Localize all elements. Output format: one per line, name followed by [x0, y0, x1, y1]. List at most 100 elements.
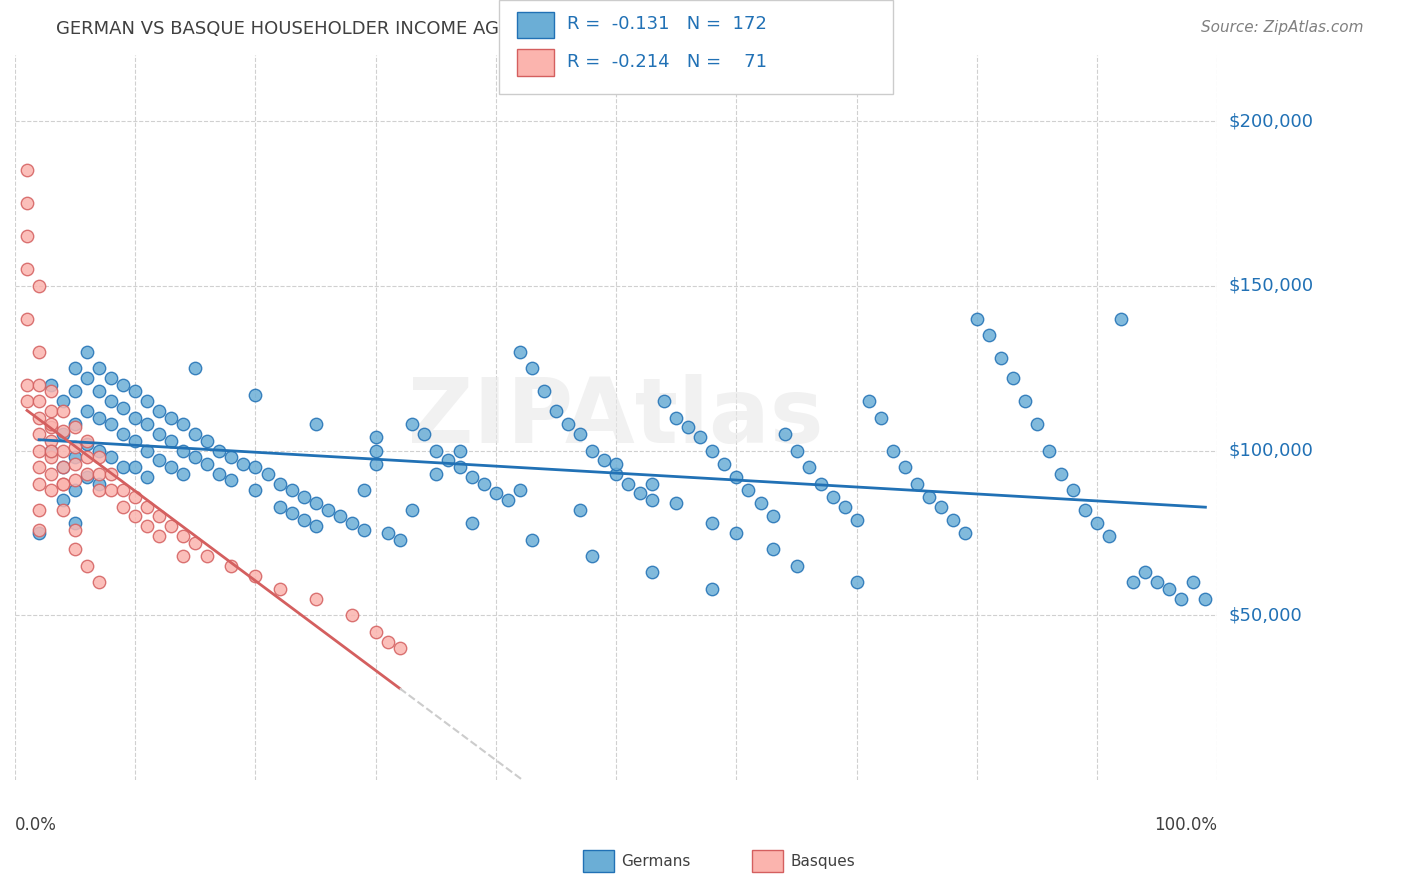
Point	[197, 434, 219, 448]
Point	[617, 476, 640, 491]
Point	[28, 523, 51, 537]
Point	[1122, 575, 1144, 590]
Point	[208, 467, 231, 481]
Point	[124, 509, 146, 524]
Point	[412, 427, 434, 442]
Text: Germans: Germans	[621, 855, 690, 869]
Point	[269, 582, 291, 596]
Point	[377, 525, 399, 540]
Point	[845, 575, 868, 590]
Point	[364, 457, 387, 471]
Point	[1062, 483, 1084, 497]
Point	[15, 163, 38, 178]
Point	[269, 500, 291, 514]
Point	[15, 311, 38, 326]
Point	[221, 558, 243, 573]
Point	[605, 467, 627, 481]
Point	[39, 384, 62, 399]
Point	[197, 549, 219, 563]
Point	[112, 483, 135, 497]
Text: 100.0%: 100.0%	[1154, 816, 1218, 834]
Point	[184, 427, 207, 442]
Point	[845, 513, 868, 527]
Point	[641, 476, 664, 491]
Point	[256, 467, 278, 481]
Text: $100,000: $100,000	[1229, 442, 1313, 459]
Point	[605, 457, 627, 471]
Point	[340, 516, 363, 530]
Point	[89, 483, 111, 497]
Point	[89, 476, 111, 491]
Point	[63, 440, 86, 454]
Point	[15, 196, 38, 211]
Point	[894, 460, 917, 475]
Point	[63, 450, 86, 464]
Point	[148, 453, 170, 467]
Point	[15, 394, 38, 409]
Point	[953, 525, 976, 540]
Point	[1182, 575, 1205, 590]
Text: Source: ZipAtlas.com: Source: ZipAtlas.com	[1201, 20, 1364, 35]
Point	[1098, 529, 1121, 543]
Point	[425, 443, 447, 458]
Point	[172, 549, 194, 563]
Point	[665, 410, 688, 425]
Point	[172, 443, 194, 458]
Point	[100, 371, 122, 385]
Point	[136, 519, 159, 533]
Point	[1194, 591, 1216, 606]
Point	[39, 450, 62, 464]
Point	[292, 490, 315, 504]
Point	[89, 575, 111, 590]
Point	[197, 457, 219, 471]
Point	[834, 500, 856, 514]
Point	[124, 434, 146, 448]
Point	[1014, 394, 1036, 409]
Point	[678, 420, 700, 434]
Point	[52, 404, 75, 418]
Point	[461, 470, 484, 484]
Point	[245, 568, 267, 582]
Point	[208, 443, 231, 458]
Point	[39, 483, 62, 497]
Point	[89, 443, 111, 458]
Point	[377, 634, 399, 648]
Point	[76, 434, 98, 448]
Point	[1026, 417, 1049, 432]
Point	[112, 377, 135, 392]
Point	[702, 443, 724, 458]
Point	[52, 427, 75, 442]
Point	[160, 460, 183, 475]
Point	[810, 476, 832, 491]
Point	[160, 410, 183, 425]
Point	[28, 377, 51, 392]
Text: ZIPAtlas: ZIPAtlas	[409, 374, 824, 461]
Point	[52, 476, 75, 491]
Point	[52, 443, 75, 458]
Point	[761, 509, 783, 524]
Point	[292, 513, 315, 527]
Point	[221, 450, 243, 464]
Point	[15, 229, 38, 244]
Point	[905, 476, 928, 491]
Point	[388, 533, 411, 547]
Point	[304, 496, 326, 510]
Point	[593, 453, 616, 467]
Point	[63, 417, 86, 432]
Point	[509, 344, 531, 359]
Point	[245, 387, 267, 401]
Point	[689, 430, 711, 444]
Point	[28, 344, 51, 359]
Point	[124, 410, 146, 425]
Point	[39, 377, 62, 392]
Point	[725, 525, 748, 540]
Point	[63, 483, 86, 497]
Point	[136, 470, 159, 484]
Point	[245, 460, 267, 475]
Point	[1146, 575, 1168, 590]
Point	[184, 450, 207, 464]
Point	[520, 361, 543, 376]
Point	[100, 483, 122, 497]
Point	[449, 443, 471, 458]
Point	[269, 476, 291, 491]
